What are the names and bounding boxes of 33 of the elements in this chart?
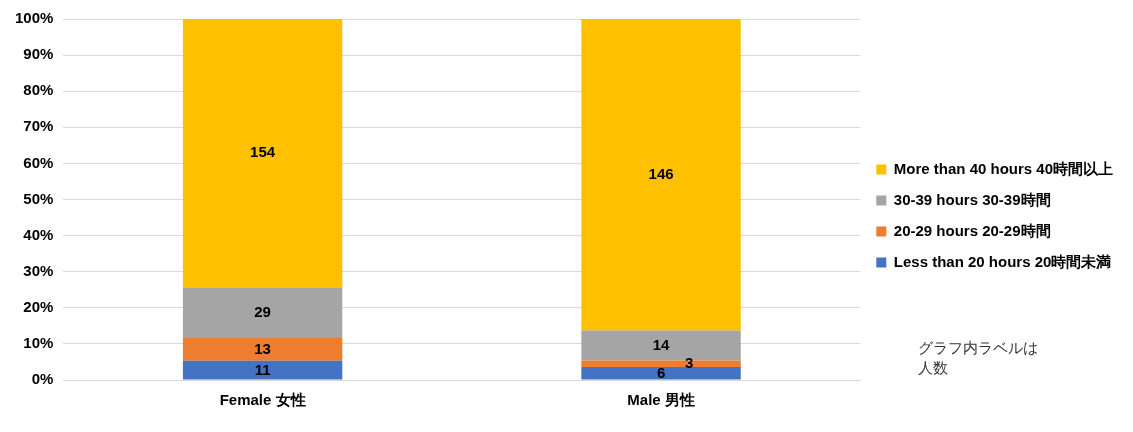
y-tick-label: 60% — [23, 153, 54, 171]
annotation: 146 — [648, 164, 674, 182]
bar — [581, 360, 741, 367]
x-tick-label: Female 女性 — [219, 391, 306, 409]
text: グラフ内ラベルは人数 — [918, 338, 1039, 378]
annotation: 154 — [250, 143, 276, 161]
legend-label: Less than 20 hours 20時間未満 — [893, 252, 1112, 270]
y-tick-label: 0% — [31, 370, 54, 388]
bar — [182, 19, 343, 288]
bar — [581, 19, 741, 331]
y-tick-label: 90% — [23, 45, 54, 63]
bar — [581, 367, 741, 380]
y-tick-label: 100% — [14, 9, 54, 27]
bar — [182, 360, 343, 380]
y-tick-label: 20% — [23, 297, 54, 315]
y-tick-label: 50% — [23, 189, 54, 207]
annotation: 3 — [684, 353, 694, 371]
legend-label: More than 40 hours 40時間以上 — [893, 159, 1114, 177]
bar — [182, 338, 343, 361]
y-tick-label: 10% — [23, 334, 54, 352]
annotation: 14 — [652, 335, 671, 353]
annotation: 13 — [254, 339, 271, 357]
y-tick-label: 30% — [23, 261, 54, 279]
bar — [182, 287, 343, 339]
y-tick-label: 70% — [23, 117, 54, 135]
annotation: 11 — [254, 360, 271, 378]
annotation: 29 — [254, 302, 271, 320]
legend-label: 20-29 hours 20-29時間 — [893, 221, 1051, 239]
annotation: 6 — [656, 363, 666, 381]
y-tick-label: 40% — [23, 225, 54, 243]
x-tick-label: Male 男性 — [627, 391, 695, 409]
legend-label: 30-39 hours 30-39時間 — [893, 190, 1051, 208]
y-tick-label: 80% — [23, 81, 54, 99]
